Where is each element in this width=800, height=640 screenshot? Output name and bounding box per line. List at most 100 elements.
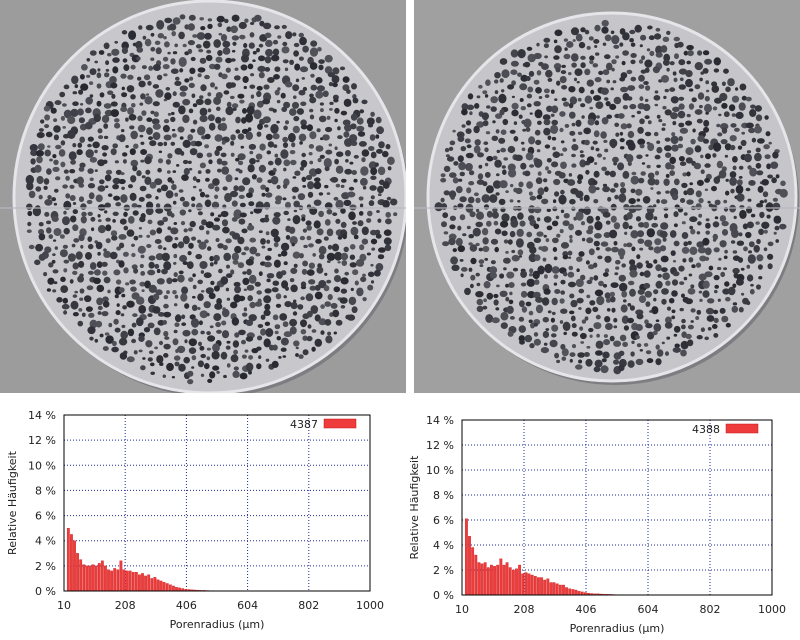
histogram-bar bbox=[150, 578, 154, 592]
histogram-bar bbox=[94, 565, 98, 592]
y-tick-label: 0 % bbox=[433, 589, 454, 602]
histogram-bar bbox=[131, 571, 135, 592]
histogram-bar bbox=[536, 577, 540, 596]
histogram-bar bbox=[571, 589, 575, 596]
y-tick-label: 12 % bbox=[426, 439, 454, 452]
seam-line bbox=[0, 207, 406, 209]
histogram-bar bbox=[172, 585, 175, 592]
y-tick-label: 2 % bbox=[433, 564, 454, 577]
histogram-bar bbox=[474, 554, 478, 596]
histogram-bar bbox=[138, 574, 141, 592]
histogram-bar bbox=[515, 568, 518, 596]
histogram-bar bbox=[468, 536, 471, 596]
histogram-bar bbox=[577, 591, 581, 596]
x-tick-label: 1000 bbox=[356, 599, 384, 612]
histogram-bar bbox=[168, 584, 172, 592]
histogram-bar bbox=[85, 565, 89, 592]
histogram-bar bbox=[79, 559, 83, 592]
foam-disc bbox=[426, 11, 798, 383]
histogram-bar bbox=[88, 565, 92, 592]
legend-swatch bbox=[725, 423, 759, 434]
histogram-bar bbox=[107, 569, 110, 592]
x-tick-label: 208 bbox=[115, 599, 136, 612]
y-tick-label: 6 % bbox=[433, 514, 454, 527]
seam-line bbox=[414, 207, 800, 209]
histogram-bar bbox=[505, 562, 509, 596]
y-tick-label: 8 % bbox=[433, 489, 454, 502]
legend-swatch bbox=[323, 418, 357, 429]
histogram-bar bbox=[104, 565, 107, 592]
x-tick-label: 10 bbox=[57, 599, 71, 612]
histogram-bar bbox=[175, 587, 178, 592]
y-tick-label: 14 % bbox=[426, 414, 454, 427]
x-tick-label: 406 bbox=[576, 603, 597, 616]
histogram-bar bbox=[144, 575, 147, 592]
histogram-bar bbox=[116, 569, 120, 592]
x-axis-label: Porenradius (µm) bbox=[170, 618, 265, 631]
histogram-bar bbox=[125, 570, 129, 592]
x-tick-label: 10 bbox=[455, 603, 469, 616]
legend: 4387 bbox=[290, 418, 357, 431]
legend: 4388 bbox=[692, 423, 759, 436]
foam-cross-section-right bbox=[414, 0, 800, 393]
histogram-bar bbox=[490, 564, 493, 596]
histogram-bar bbox=[524, 572, 528, 596]
histogram-bar bbox=[76, 553, 79, 592]
y-tick-label: 10 % bbox=[426, 464, 454, 477]
pore-pattern bbox=[434, 19, 788, 375]
grid bbox=[64, 415, 370, 591]
pore-pattern bbox=[25, 14, 398, 385]
histogram-bar bbox=[128, 570, 132, 592]
histogram-bar bbox=[110, 570, 113, 592]
grid bbox=[462, 420, 772, 595]
y-axis-label: Relative Häufigkeit bbox=[408, 455, 421, 560]
histogram-bar bbox=[502, 564, 506, 596]
y-tick-label: 4 % bbox=[433, 539, 454, 552]
histogram-bar bbox=[122, 569, 126, 592]
y-tick-label: 12 % bbox=[28, 434, 56, 447]
x-tick-label: 208 bbox=[514, 603, 535, 616]
x-tick-label: 802 bbox=[298, 599, 319, 612]
bar-series bbox=[464, 518, 641, 596]
foam-cross-section-left bbox=[0, 0, 406, 393]
histogram-bar bbox=[134, 571, 138, 592]
y-tick-label: 4 % bbox=[35, 535, 56, 548]
y-tick-label: 2 % bbox=[35, 560, 56, 573]
histogram-right: 0 % 2 % 4 % 6 % 8 % 10 % 12 % 14 % 10 208 406 604 80… bbox=[402, 395, 800, 640]
x-tick-label: 604 bbox=[638, 603, 659, 616]
histogram-bar bbox=[141, 573, 144, 592]
histogram-bar bbox=[493, 566, 496, 596]
histogram-bar bbox=[562, 584, 565, 596]
histogram-bar bbox=[546, 578, 550, 596]
histogram-bar bbox=[483, 562, 487, 596]
y-tick-label: 14 % bbox=[28, 409, 56, 422]
histogram-bar bbox=[97, 563, 101, 592]
histogram-bar bbox=[508, 567, 512, 596]
histogram-bar bbox=[549, 582, 553, 596]
histogram-bar bbox=[496, 564, 500, 596]
plot-frame bbox=[63, 414, 371, 592]
y-tick-label: 0 % bbox=[35, 585, 56, 598]
histogram-left: 0 % 2 % 4 % 6 % 8 % 10 % 12 % 14 % 10 208 406 604 80… bbox=[0, 395, 400, 640]
histogram-bar bbox=[119, 560, 123, 592]
x-tick-label: 406 bbox=[176, 599, 197, 612]
x-tick-label: 802 bbox=[700, 603, 721, 616]
histogram-bar bbox=[565, 587, 568, 596]
histogram-bar bbox=[480, 563, 484, 596]
histogram-bar bbox=[159, 580, 163, 592]
histogram-bar bbox=[147, 574, 151, 592]
histogram-bar bbox=[499, 558, 503, 596]
histogram-bar bbox=[70, 534, 73, 592]
histogram-bar bbox=[471, 547, 475, 596]
histogram-chart-right: 0 % 2 % 4 % 6 % 8 % 10 % 12 % 14 % 10 208 406 604 80… bbox=[408, 414, 786, 635]
histogram-chart-left: 0 % 2 % 4 % 6 % 8 % 10 % 12 % 14 % 10 208 406 604 80… bbox=[6, 409, 384, 631]
histogram-bar bbox=[543, 579, 547, 596]
foam-photo-right bbox=[414, 0, 800, 393]
histogram-bar bbox=[518, 564, 522, 596]
y-tick-label: 10 % bbox=[28, 459, 56, 472]
y-axis-label: Relative Häufigkeit bbox=[6, 450, 19, 555]
legend-label: 4388 bbox=[692, 423, 720, 436]
histogram-bar bbox=[100, 560, 104, 592]
bar-series bbox=[66, 527, 237, 592]
histogram-bar bbox=[477, 562, 481, 596]
